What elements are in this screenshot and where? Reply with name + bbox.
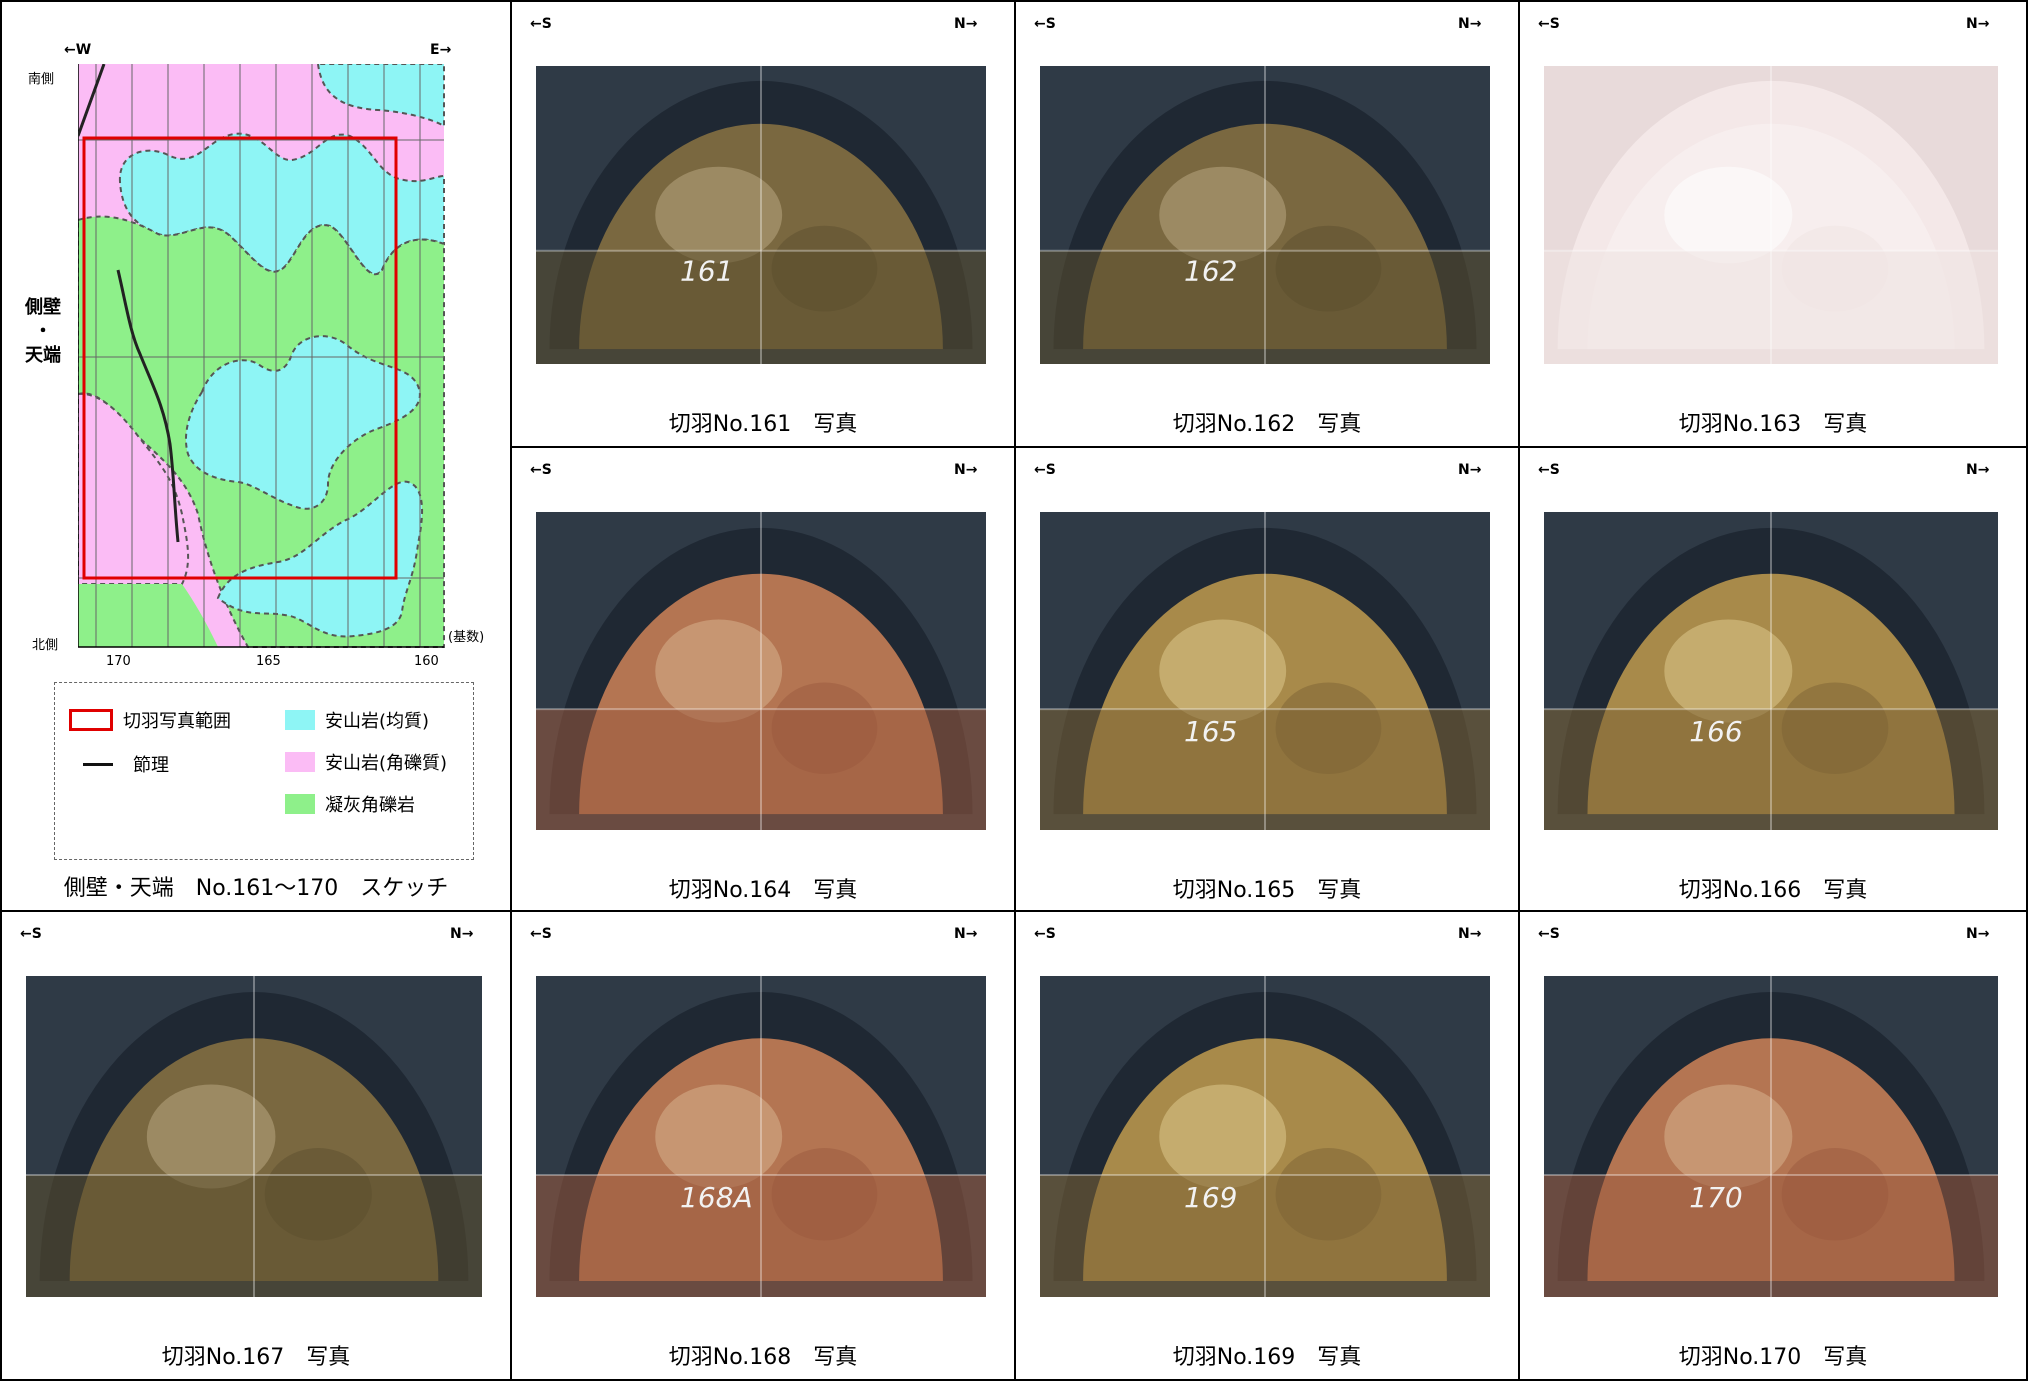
andesite-breccia-label: 安山岩(角礫質) [325,753,448,774]
sketch-cell: ←W E→ 南側 北側 側壁 ・ 天端 [0,0,512,912]
photo-caption: 切羽No.167 写真 [161,1345,351,1370]
andesite-homog-label: 安山岩(均質) [325,711,430,732]
south-arrow: ←S [530,926,552,942]
west-arrow: ←W [64,42,92,58]
photo-cell: ←S N→ 168A 切羽No.168 写真 [510,910,1016,1381]
photo-caption: 切羽No.166 写真 [1678,878,1868,903]
legend-joint: 節理 [83,751,169,777]
south-side-label: 南側 [28,72,55,87]
east-arrow: E→ [430,42,452,58]
photo-caption: 切羽No.164 写真 [668,878,858,903]
south-arrow: ←S [20,926,42,942]
north-arrow: N→ [1966,926,1990,942]
face-number-mark: 169 [1184,1181,1237,1214]
tick-165: 165 [256,654,281,669]
photo-cell: ←S N→ 切羽No.164 写真 [510,446,1016,914]
north-arrow: N→ [450,926,474,942]
face-number-mark: 168A [680,1181,753,1214]
tick-170: 170 [106,654,131,669]
photo-caption: 切羽No.170 写真 [1678,1345,1868,1370]
face-number-mark: 170 [1689,1181,1742,1214]
photo-caption: 切羽No.163 写真 [1678,412,1868,437]
tunnel-face-photo: 162 [1040,66,1490,364]
tick-160: 160 [414,654,439,669]
south-arrow: ←S [1538,926,1560,942]
south-arrow: ←S [1538,16,1560,32]
north-arrow: N→ [1966,462,1990,478]
legend-tuff-breccia: 凝灰角礫岩 [285,791,415,817]
tunnel-face-photo [1544,66,1998,364]
photo-caption: 切羽No.168 写真 [668,1345,858,1370]
tunnel-face-photo: 161 [536,66,986,364]
photo-cell: ←S N→ 切羽No.163 写真 [1518,0,2028,448]
andesite-homog-top-right [316,64,445,128]
joint-swatch [83,762,113,766]
tuff-breccia-bottom-left [78,584,218,647]
tunnel-face-photo [26,976,482,1297]
legend: 切羽写真範囲 節理 安山岩(均質) 安山岩(角礫質) 凝灰角礫岩 [54,682,474,860]
north-arrow: N→ [954,462,978,478]
side-label-2: ・ [34,321,52,342]
tunnel-face-photo: 166 [1544,512,1998,830]
andesite-breccia-bottom-left [78,392,190,585]
face-number-mark: 166 [1689,715,1742,748]
legend-andesite-homog: 安山岩(均質) [285,707,429,733]
tunnel-face-photo [536,512,986,830]
andesite-homog-swatch [285,710,315,730]
side-ceiling-label: 側壁 ・ 天端 [18,296,68,368]
south-arrow: ←S [1034,926,1056,942]
north-side-label: 北側 [32,638,59,653]
andesite-homog-mid [184,335,421,510]
photo-caption: 切羽No.165 写真 [1172,878,1362,903]
face-number-mark: 161 [680,255,733,288]
south-arrow: ←S [1034,16,1056,32]
north-arrow: N→ [954,16,978,32]
photo-cell: ←S N→ 170 切羽No.170 写真 [1518,910,2028,1381]
photo-cell: ←S N→ 162 切羽No.162 写真 [1014,0,1520,448]
south-arrow: ←S [1538,462,1560,478]
photo-range-box [82,136,398,580]
photo-cell: ←S N→ 165 切羽No.165 写真 [1014,446,1520,914]
joint-line [116,269,180,543]
south-arrow: ←S [530,462,552,478]
photo-cell: ←S N→ 169 切羽No.169 写真 [1014,910,1520,1381]
photo-cell: ←S N→ 166 切羽No.166 写真 [1518,446,2028,914]
side-label-1: 側壁 [25,297,61,318]
tuff-breccia-label: 凝灰角礫岩 [325,795,415,816]
face-number-mark: 162 [1184,255,1237,288]
tunnel-face-photo: 169 [1040,976,1490,1297]
geology-sketch [78,64,445,648]
andesite-breccia-swatch [285,752,315,772]
north-arrow: N→ [1458,462,1482,478]
photo-caption: 切羽No.161 写真 [668,412,858,437]
unit-label: (基数) [448,630,485,645]
north-arrow: N→ [1458,16,1482,32]
legend-andesite-breccia: 安山岩(角礫質) [285,749,447,775]
photo-range-label: 切羽写真範囲 [123,711,231,732]
andesite-homog-bottom [216,480,424,638]
joint-label: 節理 [133,755,169,776]
tuff-breccia-swatch [285,794,315,814]
north-arrow: N→ [1966,16,1990,32]
south-arrow: ←S [1034,462,1056,478]
sketch-caption: 側壁・天端 No.161～170 スケッチ [63,876,449,901]
north-arrow: N→ [954,926,978,942]
photo-cell: ←S N→ 161 切羽No.161 写真 [510,0,1016,448]
joint-line-top [78,64,106,137]
south-arrow: ←S [530,16,552,32]
photo-range-swatch [69,709,113,731]
side-label-3: 天端 [25,345,61,366]
photo-caption: 切羽No.169 写真 [1172,1345,1362,1370]
photo-cell: ←S N→ 切羽No.167 写真 [0,910,512,1381]
north-arrow: N→ [1458,926,1482,942]
legend-photo-range: 切羽写真範囲 [69,707,231,733]
photo-caption: 切羽No.162 写真 [1172,412,1362,437]
tunnel-face-photo: 168A [536,976,986,1297]
tunnel-face-photo: 165 [1040,512,1490,830]
face-number-mark: 165 [1184,715,1237,748]
tunnel-face-photo: 170 [1544,976,1998,1297]
